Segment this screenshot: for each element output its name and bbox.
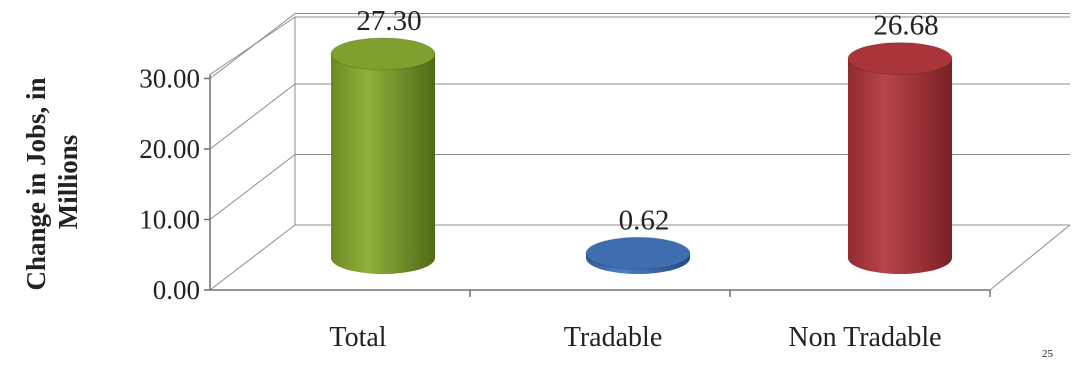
x-category-label: Tradable — [564, 322, 663, 353]
data-label: 26.68 — [873, 10, 938, 42]
y-tick-label: 30.00 — [139, 64, 200, 94]
data-labels: 27.30 0.62 26.68 — [356, 5, 938, 236]
gridline-diagonal — [209, 224, 296, 291]
category-labels: Total Tradable Non Tradable — [329, 322, 941, 353]
bar-total — [330, 37, 436, 275]
bar-tradable — [585, 236, 691, 274]
gridline-diagonal — [209, 16, 296, 75]
data-label: 27.30 — [356, 5, 421, 37]
y-tick-label: 0.00 — [153, 275, 200, 305]
bar-top — [585, 236, 691, 270]
floor-edge — [989, 224, 1071, 291]
y-tick-label: 10.00 — [139, 205, 200, 235]
y-axis-title-line-1: Change in Jobs, in — [21, 77, 51, 290]
x-category-label: Total — [329, 322, 386, 353]
bar-body — [848, 58, 952, 274]
y-tick-label: 20.00 — [139, 134, 200, 164]
bar-top — [847, 42, 953, 76]
bars — [330, 37, 953, 275]
data-label: 0.62 — [619, 204, 670, 236]
y-axis-title-line-2: Millions — [53, 135, 83, 230]
bar-body — [331, 53, 435, 275]
gridline-diagonal — [209, 83, 296, 150]
gridline-diagonal — [209, 154, 296, 220]
bar-top — [330, 37, 436, 71]
x-category-label: Non Tradable — [788, 322, 941, 353]
y-axis-title: Change in Jobs, in Millions — [21, 73, 83, 290]
y-axis-ticks: 0.00 10.00 20.00 30.00 — [139, 64, 991, 305]
bar-non-tradable — [847, 42, 953, 274]
page-number: 25 — [1042, 348, 1054, 360]
